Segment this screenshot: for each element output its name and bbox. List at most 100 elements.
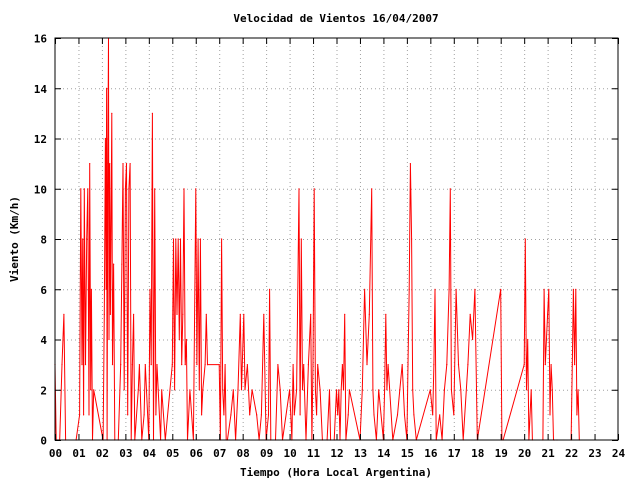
data-point [171, 364, 173, 366]
data-point [144, 364, 146, 366]
x-tick-label: 22 [565, 447, 578, 460]
data-point [125, 163, 128, 165]
data-point [457, 364, 460, 366]
data-point [108, 338, 110, 341]
data-point [157, 389, 159, 391]
data-point [221, 238, 223, 240]
data-point [156, 364, 158, 366]
data-point [249, 414, 251, 416]
data-point [172, 238, 175, 240]
data-point [348, 389, 350, 391]
data-point [110, 188, 112, 190]
x-tick-label: 07 [213, 447, 226, 460]
data-point [205, 313, 207, 315]
data-point [409, 163, 411, 165]
y-tick-label: 8 [40, 234, 47, 247]
data-point [218, 364, 220, 366]
data-point [450, 389, 452, 391]
data-point [239, 313, 241, 315]
data-point [198, 389, 200, 391]
x-tick-label: 05 [166, 447, 179, 460]
data-point [84, 364, 87, 366]
data-point [433, 364, 435, 366]
data-point [189, 389, 191, 391]
data-point [269, 288, 271, 290]
data-point [184, 364, 186, 366]
data-point [525, 389, 528, 391]
data-point [183, 188, 185, 190]
x-tick-label: 13 [354, 447, 367, 460]
x-tick-label: 24 [612, 447, 626, 460]
x-tick-label: 16 [424, 447, 438, 460]
data-point [197, 238, 199, 240]
data-point [107, 163, 109, 165]
x-tick-label: 04 [143, 447, 157, 460]
data-point [240, 389, 243, 391]
data-point [260, 414, 262, 416]
data-point [571, 364, 573, 366]
y-tick-label: 10 [34, 183, 47, 196]
data-point [448, 288, 450, 290]
data-point [154, 188, 156, 190]
data-point [408, 288, 410, 290]
data-point [429, 389, 431, 391]
data-point [314, 389, 316, 391]
x-axis-label: Tiempo (Hora Local Argentina) [240, 466, 432, 479]
data-point [263, 313, 265, 315]
data-point [246, 364, 248, 366]
data-point [551, 389, 553, 391]
data-point [386, 389, 388, 391]
y-tick-label: 16 [34, 33, 48, 46]
data-point [143, 414, 145, 416]
data-point [174, 389, 176, 391]
data-point [328, 389, 331, 391]
data-point [524, 238, 526, 240]
data-point [372, 389, 374, 391]
data-point [138, 364, 140, 366]
data-point [127, 414, 129, 416]
x-tick-label: 03 [119, 447, 132, 460]
data-point [230, 414, 232, 416]
data-point [472, 338, 474, 341]
data-point [120, 364, 122, 366]
y-tick-label: 2 [40, 384, 47, 397]
x-tick-label: 15 [401, 447, 414, 460]
x-tick-label: 21 [542, 447, 556, 460]
data-point [106, 87, 108, 89]
data-point [292, 364, 294, 366]
data-point [548, 288, 550, 290]
data-point [300, 238, 302, 240]
data-point [202, 389, 204, 391]
wind-series-line [54, 37, 580, 441]
data-point [460, 389, 462, 391]
data-point [90, 288, 92, 290]
data-point [196, 364, 198, 366]
data-point [401, 364, 403, 366]
data-point [256, 414, 258, 416]
y-axis-label: Viento (Km/h) [8, 196, 21, 282]
data-point [182, 313, 184, 315]
data-point [530, 389, 532, 391]
data-point [181, 364, 183, 366]
data-point [267, 414, 270, 416]
data-point [474, 288, 476, 290]
data-point [396, 414, 399, 416]
data-point [575, 288, 577, 290]
data-point [232, 389, 234, 391]
data-point [61, 364, 63, 366]
y-tick-label: 12 [34, 133, 47, 146]
data-point [523, 364, 525, 366]
data-point [338, 389, 340, 391]
data-point [577, 389, 579, 391]
data-point [104, 137, 106, 140]
data-point [549, 414, 551, 416]
x-tick-label: 01 [72, 447, 86, 460]
x-tick-label: 23 [588, 447, 601, 460]
x-tick-label: 00 [49, 447, 62, 460]
data-point [544, 364, 546, 366]
data-point [199, 238, 201, 240]
data-point [399, 389, 401, 391]
data-point [313, 188, 315, 190]
data-point [319, 389, 321, 391]
data-point [109, 313, 111, 315]
